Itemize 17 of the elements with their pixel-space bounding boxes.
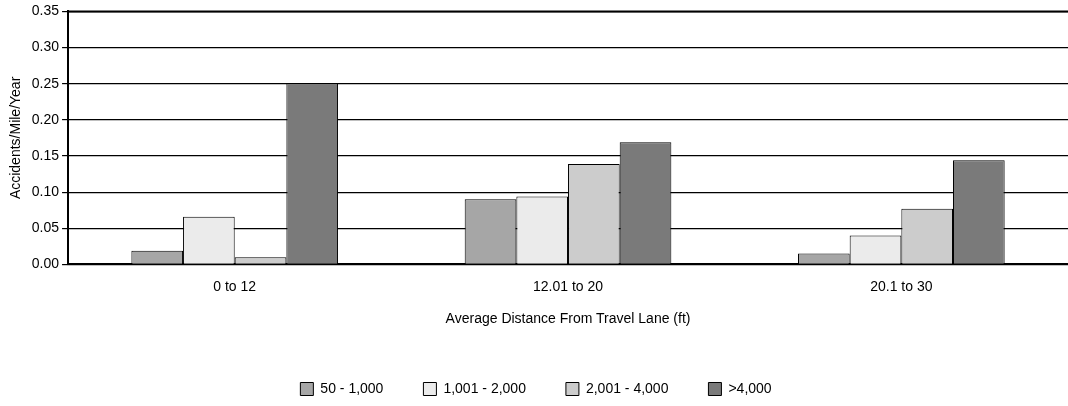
y-tick-label: 0.05 <box>31 219 60 236</box>
y-tick-label: 0.30 <box>31 38 60 55</box>
x-tick-label: 0 to 12 <box>213 277 257 294</box>
y-tick-label: 0.35 <box>31 2 60 19</box>
y-tick-label: 0.25 <box>31 74 60 91</box>
legend-label: 50 - 1,000 <box>320 379 384 396</box>
y-tick-label: 0.15 <box>31 146 60 163</box>
legend-label: 2,001 - 4,000 <box>585 379 669 396</box>
x-axis-title: Average Distance From Travel Lane (ft) <box>445 310 691 327</box>
y-tick-label: 0.00 <box>31 255 60 272</box>
legend-label: >4,000 <box>728 379 772 396</box>
legend-label: 1,001 - 2,000 <box>443 379 527 396</box>
x-tick-label: 12.01 to 20 <box>532 277 604 294</box>
y-tick-label: 0.10 <box>31 182 60 199</box>
x-tick-label: 20.1 to 30 <box>870 277 933 294</box>
y-axis-title: Accidents/Mile/Year <box>7 76 24 200</box>
y-tick-label: 0.20 <box>31 110 60 127</box>
